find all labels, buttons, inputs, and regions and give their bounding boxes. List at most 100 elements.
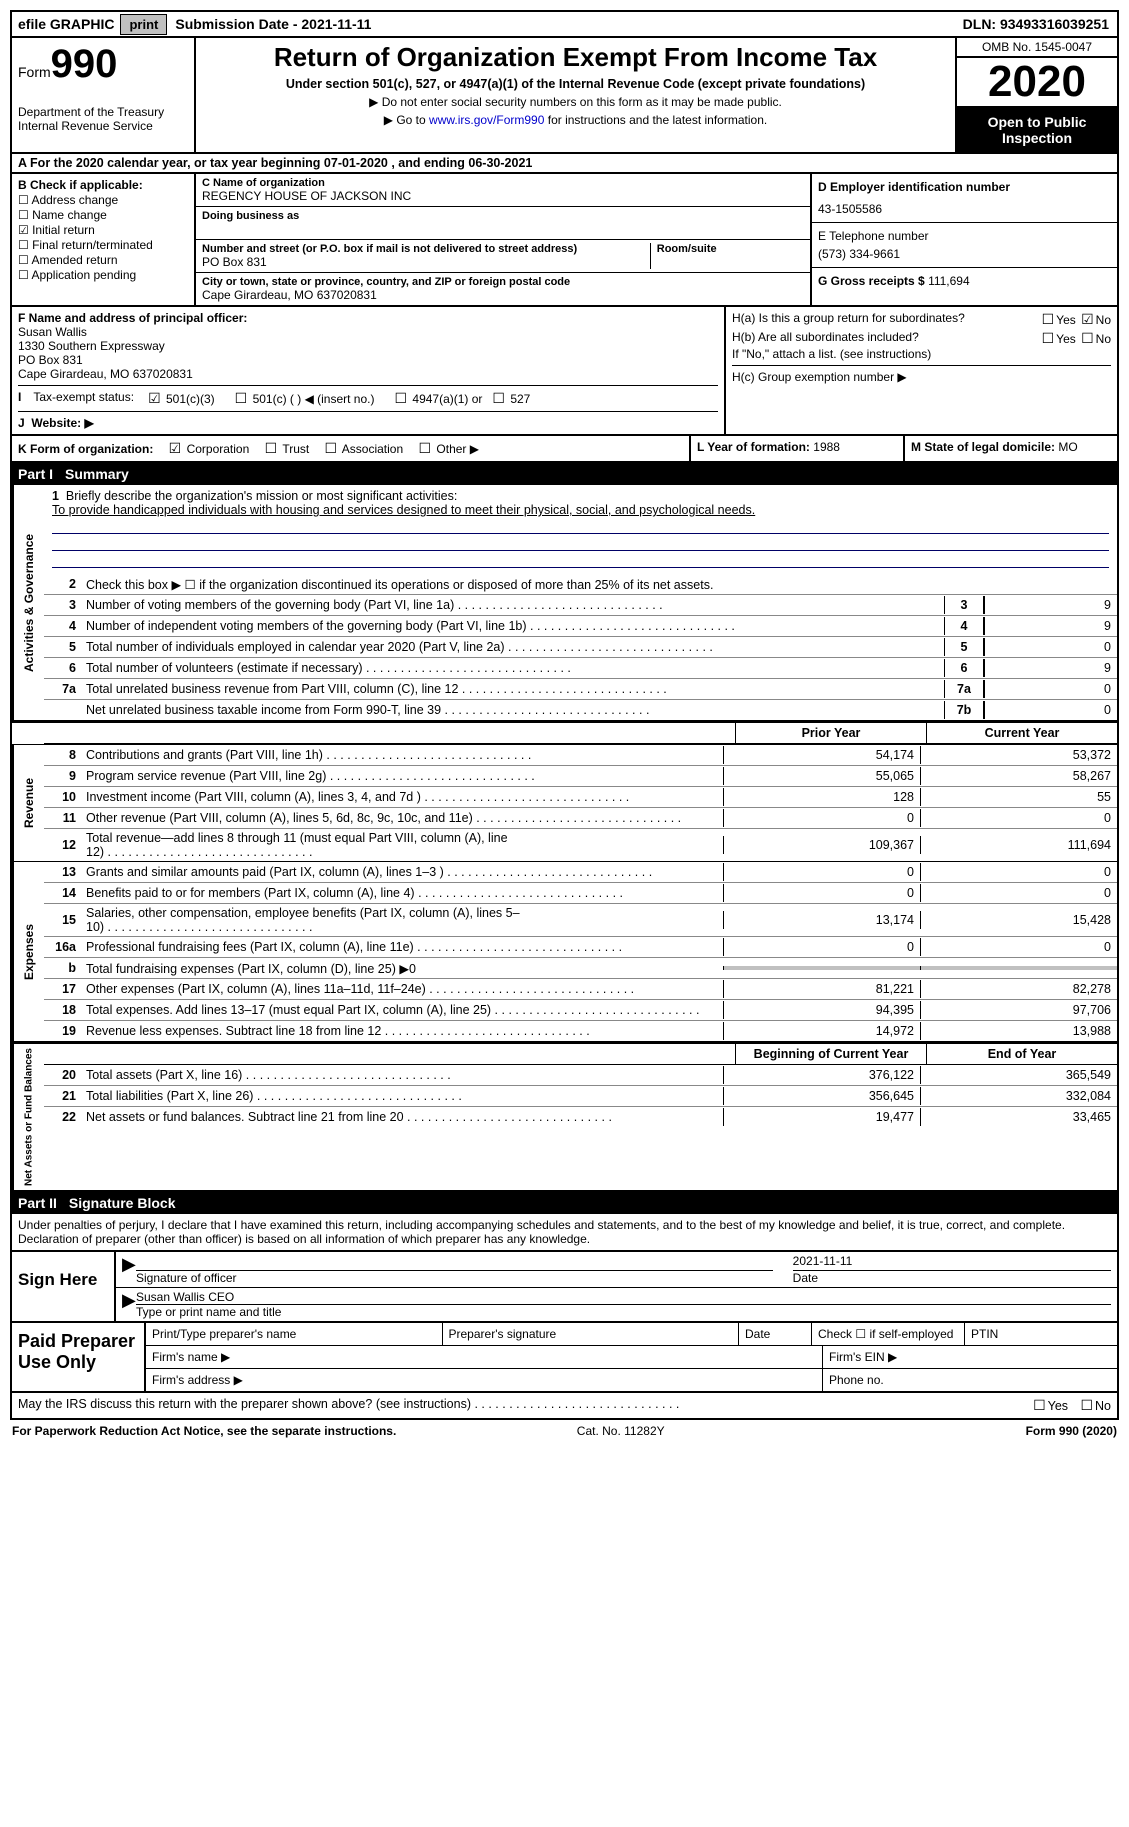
- date-label: Date: [793, 1270, 1111, 1285]
- top-bar: efile GRAPHIC print Submission Date - 20…: [10, 10, 1119, 38]
- summary-line-20: 20Total assets (Part X, line 16)376,1223…: [44, 1065, 1117, 1086]
- summary-line-16a: 16aProfessional fundraising fees (Part I…: [44, 937, 1117, 958]
- section-i: I Tax-exempt status: 501(c)(3) 501(c) ( …: [18, 385, 718, 407]
- prior-current-header: Prior Year Current Year: [44, 723, 1117, 744]
- vlabel-revenue: Revenue: [12, 745, 44, 861]
- submission-date: Submission Date - 2021-11-11: [169, 16, 377, 32]
- summary-line-21: 21Total liabilities (Part X, line 26)356…: [44, 1086, 1117, 1107]
- summary-line-22: 22Net assets or fund balances. Subtract …: [44, 1107, 1117, 1127]
- officer-name: Susan Wallis: [18, 325, 718, 339]
- perjury-statement: Under penalties of perjury, I declare th…: [10, 1214, 1119, 1252]
- checkbox-amended-return[interactable]: Amended return: [18, 253, 188, 267]
- section-c: C Name of organization REGENCY HOUSE OF …: [196, 174, 810, 305]
- efile-label: efile GRAPHIC: [12, 16, 120, 32]
- 4947-checkbox[interactable]: 4947(a)(1) or: [392, 390, 482, 407]
- sig-date: 2021-11-11: [793, 1254, 1111, 1270]
- checkbox-address-change[interactable]: Address change: [18, 193, 188, 207]
- identification-block: B Check if applicable: Address changeNam…: [10, 174, 1119, 307]
- summary-line-6: 6Total number of volunteers (estimate if…: [44, 658, 1117, 679]
- street-address: PO Box 831: [202, 255, 644, 269]
- begin-end-header: Beginning of Current Year End of Year: [44, 1044, 1117, 1065]
- summary-line-b: bTotal fundraising expenses (Part IX, co…: [44, 958, 1117, 979]
- org-name-cell: C Name of organization REGENCY HOUSE OF …: [196, 174, 810, 207]
- summary-line-13: 13Grants and similar amounts paid (Part …: [44, 862, 1117, 883]
- form990-link[interactable]: www.irs.gov/Form990: [429, 113, 544, 127]
- ein-value: 43-1505586: [818, 202, 1111, 216]
- summary-line-7a: 7aTotal unrelated business revenue from …: [44, 679, 1117, 700]
- section-k: K Form of organization: Corporation Trus…: [12, 436, 691, 461]
- part2-header: Part II Signature Block: [10, 1192, 1119, 1214]
- section-j: J Website: ▶: [18, 411, 718, 430]
- mission-text: To provide handicapped individuals with …: [52, 503, 755, 517]
- summary-line-17: 17Other expenses (Part IX, column (A), l…: [44, 979, 1117, 1000]
- arrow-icon: ▶: [122, 1290, 136, 1319]
- open-public: Open to Public Inspection: [957, 108, 1117, 152]
- preparer-row2: Firm's name ▶ Firm's EIN ▶: [146, 1346, 1117, 1369]
- 501c3-checkbox[interactable]: 501(c)(3): [146, 390, 215, 407]
- section-m: M State of legal domicile: MO: [905, 436, 1117, 461]
- checkbox-application-pending[interactable]: Application pending: [18, 268, 188, 282]
- form-subtitle: Under section 501(c), 527, or 4947(a)(1)…: [200, 77, 951, 91]
- 501c-checkbox[interactable]: 501(c) ( ) ◀ (insert no.): [233, 390, 375, 407]
- summary-line-4: 4Number of independent voting members of…: [44, 616, 1117, 637]
- address-row: Number and street (or P.O. box if mail i…: [196, 240, 810, 273]
- officer-h-block: F Name and address of principal officer:…: [10, 307, 1119, 436]
- hb-yesno[interactable]: Yes No: [1040, 330, 1111, 347]
- tax-year-range: A For the 2020 calendar year, or tax yea…: [10, 154, 1119, 174]
- preparer-row3: Firm's address ▶ Phone no.: [146, 1369, 1117, 1391]
- summary-line-8: 8Contributions and grants (Part VIII, li…: [44, 745, 1117, 766]
- summary-line-14: 14Benefits paid to or for members (Part …: [44, 883, 1117, 904]
- gross-receipts: 111,694: [928, 274, 970, 288]
- gross-receipts-cell: G Gross receipts $ 111,694: [812, 268, 1117, 294]
- ha-yesno[interactable]: Yes No: [1040, 311, 1111, 328]
- form-title: Return of Organization Exempt From Incom…: [200, 42, 951, 73]
- ssn-note: Do not enter social security numbers on …: [200, 95, 951, 109]
- 527-checkbox[interactable]: 527: [490, 390, 530, 407]
- ein-cell: D Employer identification number 43-1505…: [812, 174, 1117, 223]
- org-name: REGENCY HOUSE OF JACKSON INC: [202, 189, 804, 203]
- corp-checkbox[interactable]: Corporation: [167, 442, 250, 456]
- irs-label: Internal Revenue Service: [18, 119, 188, 133]
- vlabel-governance: Activities & Governance: [12, 485, 44, 720]
- dba-cell: Doing business as: [196, 207, 810, 240]
- assoc-checkbox[interactable]: Association: [323, 442, 404, 456]
- phone-value: (573) 334-9661: [818, 247, 1111, 261]
- summary-line-19: 19Revenue less expenses. Subtract line 1…: [44, 1021, 1117, 1041]
- form-footer-label: Form 990 (2020): [1026, 1424, 1117, 1438]
- mission-block: 1 Briefly describe the organization's mi…: [44, 485, 1117, 574]
- summary-line-10: 10Investment income (Part VIII, column (…: [44, 787, 1117, 808]
- summary-table: Activities & Governance 1 Briefly descri…: [10, 485, 1119, 1192]
- phone-cell: E Telephone number (573) 334-9661: [812, 223, 1117, 268]
- arrow-icon: ▶: [122, 1254, 136, 1285]
- omb-number: OMB No. 1545-0047: [957, 38, 1117, 58]
- discuss-yesno[interactable]: Yes No: [1031, 1397, 1111, 1414]
- section-l: L Year of formation: 1988: [691, 436, 905, 461]
- officer-printed-name: Susan Wallis CEO: [136, 1290, 1111, 1304]
- other-checkbox[interactable]: Other ▶: [417, 442, 479, 456]
- checkbox-final-return-terminated[interactable]: Final return/terminated: [18, 238, 188, 252]
- sign-here-block: Sign Here ▶ Signature of officer 2021-11…: [10, 1252, 1119, 1323]
- header-title-block: Return of Organization Exempt From Incom…: [196, 38, 957, 152]
- discuss-row: May the IRS discuss this return with the…: [10, 1393, 1119, 1420]
- summary-line-15: 15Salaries, other compensation, employee…: [44, 904, 1117, 937]
- goto-note: Go to www.irs.gov/Form990 for instructio…: [200, 113, 951, 127]
- form-number: Form990: [18, 42, 188, 87]
- summary-line-18: 18Total expenses. Add lines 13–17 (must …: [44, 1000, 1117, 1021]
- sig-officer-label: Signature of officer: [136, 1270, 773, 1285]
- section-b-header: B Check if applicable:: [18, 178, 188, 192]
- paid-preparer-label: Paid Preparer Use Only: [12, 1323, 146, 1391]
- summary-line-5: 5Total number of individuals employed in…: [44, 637, 1117, 658]
- checkbox-name-change[interactable]: Name change: [18, 208, 188, 222]
- vlabel-expenses: Expenses: [12, 862, 44, 1041]
- tax-year: 2020: [957, 58, 1117, 108]
- print-button[interactable]: print: [120, 14, 167, 35]
- vlabel-netassets: Net Assets or Fund Balances: [12, 1044, 44, 1190]
- part1-header: Part I Summary: [10, 463, 1119, 485]
- section-hc: H(c) Group exemption number ▶: [732, 365, 1111, 384]
- checkbox-initial-return[interactable]: Initial return: [18, 223, 188, 237]
- trust-checkbox[interactable]: Trust: [263, 442, 310, 456]
- paperwork-notice: For Paperwork Reduction Act Notice, see …: [12, 1424, 396, 1438]
- form-header: Form990 Department of the Treasury Inter…: [10, 38, 1119, 154]
- summary-line-12: 12Total revenue—add lines 8 through 11 (…: [44, 829, 1117, 861]
- sign-here-label: Sign Here: [12, 1252, 116, 1321]
